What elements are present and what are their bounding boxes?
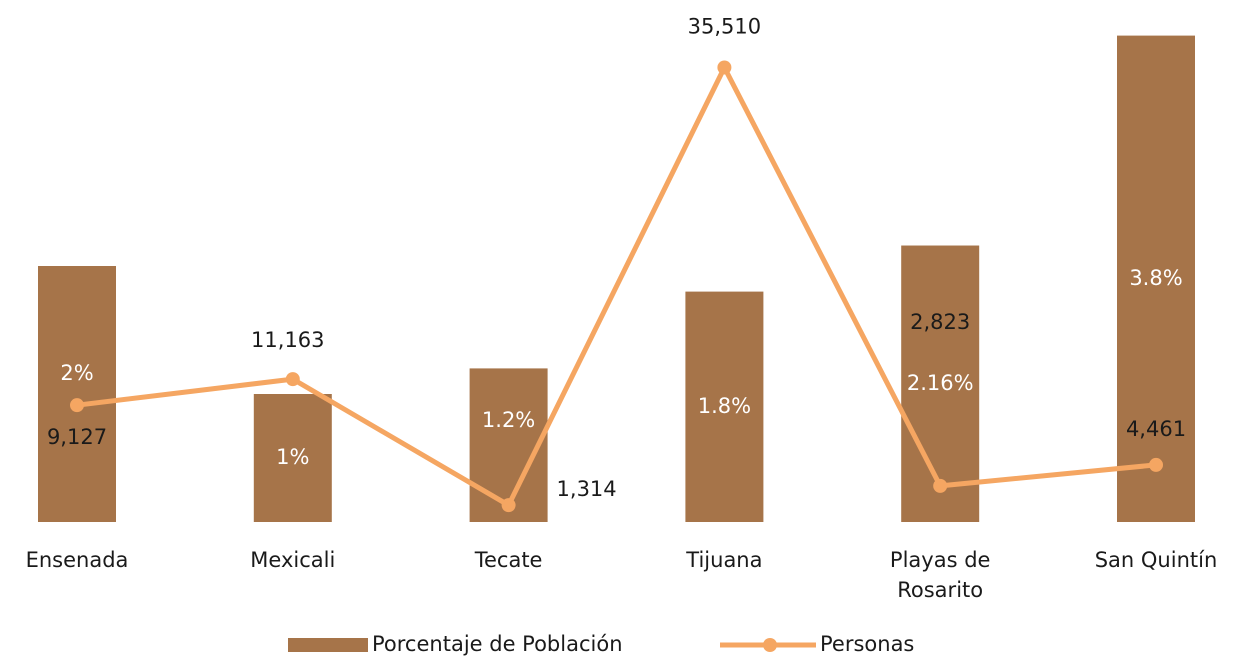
line-point: [717, 60, 732, 75]
bar: [685, 291, 764, 522]
x-tick-label: Mexicali: [250, 548, 336, 572]
bar-value-label: 1.8%: [698, 394, 751, 418]
line-value-label: 11,163: [251, 328, 324, 352]
line-point: [501, 498, 516, 513]
bar: [1117, 35, 1195, 522]
x-tick-label: Playas de Rosarito: [889, 548, 991, 602]
x-tick-label: Tijuana: [686, 548, 763, 572]
line-point: [1149, 457, 1163, 472]
x-tick-label: Ensenada: [25, 548, 129, 572]
line: [76, 64, 1157, 508]
x-tick-label: Tecate: [474, 548, 543, 572]
line-value-label: 1,314: [557, 477, 617, 501]
bar-value-label: 3.8%: [1129, 266, 1182, 290]
x-tick-label: San Quintín: [1094, 548, 1218, 572]
legend-swatch: [288, 638, 368, 652]
legend-label: Porcentaje de Población: [372, 632, 623, 656]
bar-value-label: 2%: [60, 361, 93, 385]
legend-label: Personas: [820, 632, 914, 656]
legend-swatch-point: [763, 638, 777, 652]
line-point: [285, 372, 300, 387]
line-value-label: 2,823: [910, 310, 970, 334]
line-value-label: 35,510: [688, 14, 761, 38]
bar: [38, 266, 116, 522]
bar: [469, 368, 548, 522]
line-point: [70, 398, 84, 413]
line-value-label: 9,127: [47, 425, 107, 449]
line-point: [933, 478, 948, 493]
bar: [901, 245, 980, 522]
bar-value-label: 1%: [276, 445, 309, 469]
bar-value-label: 1.2%: [482, 408, 535, 432]
bar-value-label: 2.16%: [907, 371, 974, 395]
bar: [253, 394, 332, 522]
line-value-label: 4,461: [1126, 417, 1186, 441]
